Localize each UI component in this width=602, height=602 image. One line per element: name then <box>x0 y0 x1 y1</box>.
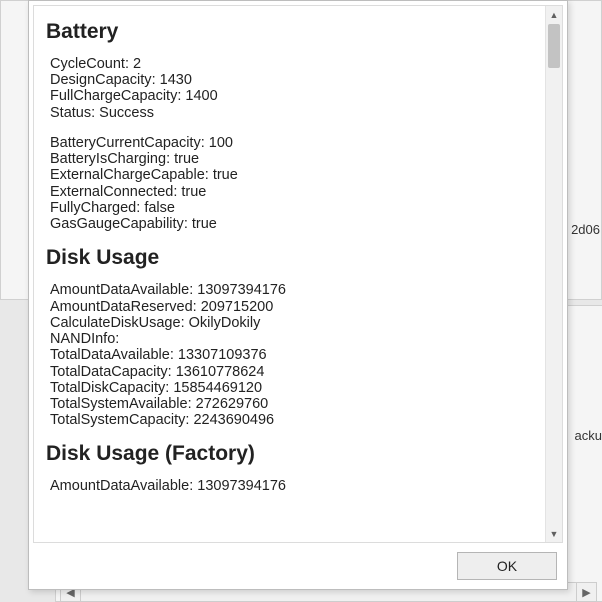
kv-value: 1430 <box>160 72 192 88</box>
kv-row: CalculateDiskUsageOkilyDokily <box>50 315 535 331</box>
kv-key: AmountDataAvailable <box>50 478 197 494</box>
kv-row: FullChargeCapacity1400 <box>50 88 535 104</box>
background-text-2: acku <box>575 428 602 443</box>
kv-value: false <box>144 200 175 216</box>
kv-key: TotalSystemAvailable <box>50 396 196 412</box>
kv-key: CalculateDiskUsage <box>50 315 189 331</box>
kv-row: AmountDataAvailable13097394176 <box>50 478 535 494</box>
kv-key: BatteryIsCharging <box>50 151 174 167</box>
kv-row: TotalDiskCapacity15854469120 <box>50 380 535 396</box>
battery-heading: Battery <box>46 20 535 44</box>
kv-value: true <box>181 184 206 200</box>
kv-row: GasGaugeCapabilitytrue <box>50 216 535 232</box>
dialog-content-area: Battery CycleCount2 DesignCapacity1430 F… <box>33 5 563 543</box>
kv-row: CycleCount2 <box>50 56 535 72</box>
kv-key: Status <box>50 105 99 121</box>
scroll-up-icon[interactable]: ▲ <box>546 6 562 23</box>
disk-usage-heading: Disk Usage <box>46 246 535 270</box>
kv-row: ExternalChargeCapabletrue <box>50 167 535 183</box>
kv-key: DesignCapacity <box>50 72 160 88</box>
kv-row: AmountDataReserved209715200 <box>50 299 535 315</box>
kv-row: NANDInfo <box>50 331 535 347</box>
kv-key: GasGaugeCapability <box>50 216 192 232</box>
kv-key: ExternalConnected <box>50 184 181 200</box>
ok-button[interactable]: OK <box>457 552 557 580</box>
disk-usage-factory-heading: Disk Usage (Factory) <box>46 442 535 466</box>
dialog-button-bar: OK <box>29 543 567 589</box>
kv-row: BatteryIsChargingtrue <box>50 151 535 167</box>
kv-row: TotalSystemCapacity2243690496 <box>50 412 535 428</box>
kv-value: 13097394176 <box>197 478 286 494</box>
kv-key: AmountDataReserved <box>50 299 201 315</box>
kv-key: TotalSystemCapacity <box>50 412 193 428</box>
kv-value: 13307109376 <box>178 347 267 363</box>
kv-row: StatusSuccess <box>50 105 535 121</box>
disk-usage-list: AmountDataAvailable13097394176 AmountDat… <box>50 282 535 428</box>
dialog-scroll-content: Battery CycleCount2 DesignCapacity1430 F… <box>34 6 545 542</box>
kv-key: CycleCount <box>50 56 133 72</box>
kv-row: TotalDataCapacity13610778624 <box>50 364 535 380</box>
kv-row: FullyChargedfalse <box>50 200 535 216</box>
kv-value: 13097394176 <box>197 282 286 298</box>
kv-value: 100 <box>209 135 233 151</box>
kv-key: TotalDataAvailable <box>50 347 178 363</box>
kv-value: 13610778624 <box>176 364 265 380</box>
kv-row: DesignCapacity1430 <box>50 72 535 88</box>
kv-value: 2243690496 <box>193 412 274 428</box>
kv-key: FullChargeCapacity <box>50 88 185 104</box>
battery-list-b: BatteryCurrentCapacity100 BatteryIsCharg… <box>50 135 535 232</box>
kv-key: NANDInfo <box>50 331 119 347</box>
kv-row: BatteryCurrentCapacity100 <box>50 135 535 151</box>
kv-key: AmountDataAvailable <box>50 282 197 298</box>
info-dialog: Battery CycleCount2 DesignCapacity1430 F… <box>28 0 568 590</box>
kv-row: TotalSystemAvailable272629760 <box>50 396 535 412</box>
kv-key: BatteryCurrentCapacity <box>50 135 209 151</box>
background-text-1: 2d06 <box>571 222 600 237</box>
scrollbar-thumb[interactable] <box>548 24 560 68</box>
scroll-right-icon[interactable]: ▶ <box>576 583 596 601</box>
kv-row: TotalDataAvailable13307109376 <box>50 347 535 363</box>
kv-value: 209715200 <box>201 299 274 315</box>
kv-value: 1400 <box>185 88 217 104</box>
kv-value: true <box>174 151 199 167</box>
battery-list-a: CycleCount2 DesignCapacity1430 FullCharg… <box>50 56 535 121</box>
kv-key: TotalDiskCapacity <box>50 380 173 396</box>
scroll-down-icon[interactable]: ▼ <box>546 525 562 542</box>
kv-value: Success <box>99 105 154 121</box>
disk-usage-factory-list: AmountDataAvailable13097394176 <box>50 478 535 494</box>
kv-value: 15854469120 <box>173 380 262 396</box>
kv-row: ExternalConnectedtrue <box>50 184 535 200</box>
kv-key: ExternalChargeCapable <box>50 167 213 183</box>
kv-value: 2 <box>133 56 141 72</box>
kv-key: FullyCharged <box>50 200 144 216</box>
kv-value: true <box>192 216 217 232</box>
vertical-scrollbar[interactable]: ▲ ▼ <box>545 6 562 542</box>
kv-value: OkilyDokily <box>189 315 261 331</box>
kv-row: AmountDataAvailable13097394176 <box>50 282 535 298</box>
kv-key: TotalDataCapacity <box>50 364 176 380</box>
kv-value: 272629760 <box>196 396 269 412</box>
kv-value: true <box>213 167 238 183</box>
